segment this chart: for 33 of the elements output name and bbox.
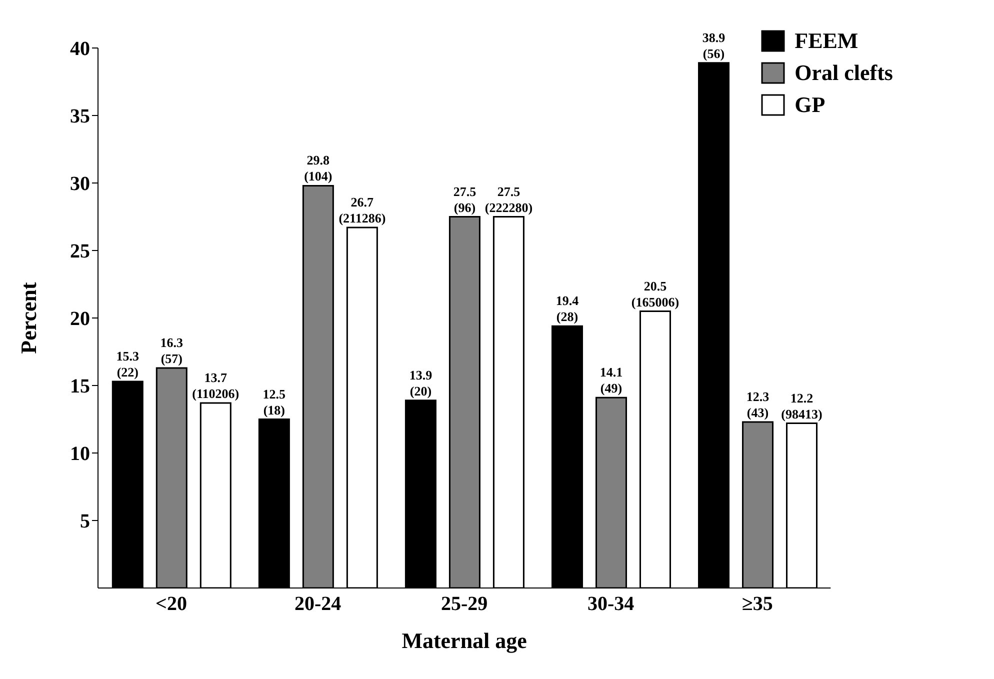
data-label: 15.3 (22) [116,348,140,380]
data-label: 12.2 (98413) [781,390,822,422]
x-tick-label: 20-24 [294,593,342,616]
data-label: 13.9 (20) [409,367,433,398]
data-label: 19.4 (28) [556,293,580,324]
y-tick-label: 25 [70,240,90,263]
y-tick-label: 20 [70,308,90,330]
legend-label: GP [794,92,826,118]
data-label: 27.5 (96) [453,184,477,215]
data-label: 27.5 (222280) [484,184,533,215]
data-label: 29.8 (104) [304,152,332,184]
data-label: 16.3 (57) [160,334,184,366]
data-label: 12.5 (18) [262,386,286,418]
data-label: 20.5 (165006) [631,278,680,310]
y-tick-label: 10 [70,443,90,466]
y-axis-title: Percent [16,282,41,354]
y-tick-label: 30 [70,173,90,196]
data-label: 26.7 (211286) [338,194,386,226]
y-tick-label: 15 [70,376,90,398]
x-axis-title: Maternal age [402,628,528,653]
data-label: 14.1 (49) [600,364,623,396]
y-tick-label: 5 [80,510,90,533]
x-tick-label: 25-29 [440,593,488,616]
x-tick-label: 30-34 [588,593,634,616]
legend-label: Oral clefts [794,60,893,86]
data-label: 38.9 (56) [702,30,726,61]
data-label: 12.3 (43) [746,388,770,420]
y-tick-label: 40 [70,38,90,60]
y-tick-label: 35 [70,106,90,128]
legend-label: FEEM [794,28,858,54]
data-label: 13.7 (110206) [192,370,240,402]
x-tick-label: <20 [156,593,187,616]
x-tick-label: ≥35 [742,593,773,616]
